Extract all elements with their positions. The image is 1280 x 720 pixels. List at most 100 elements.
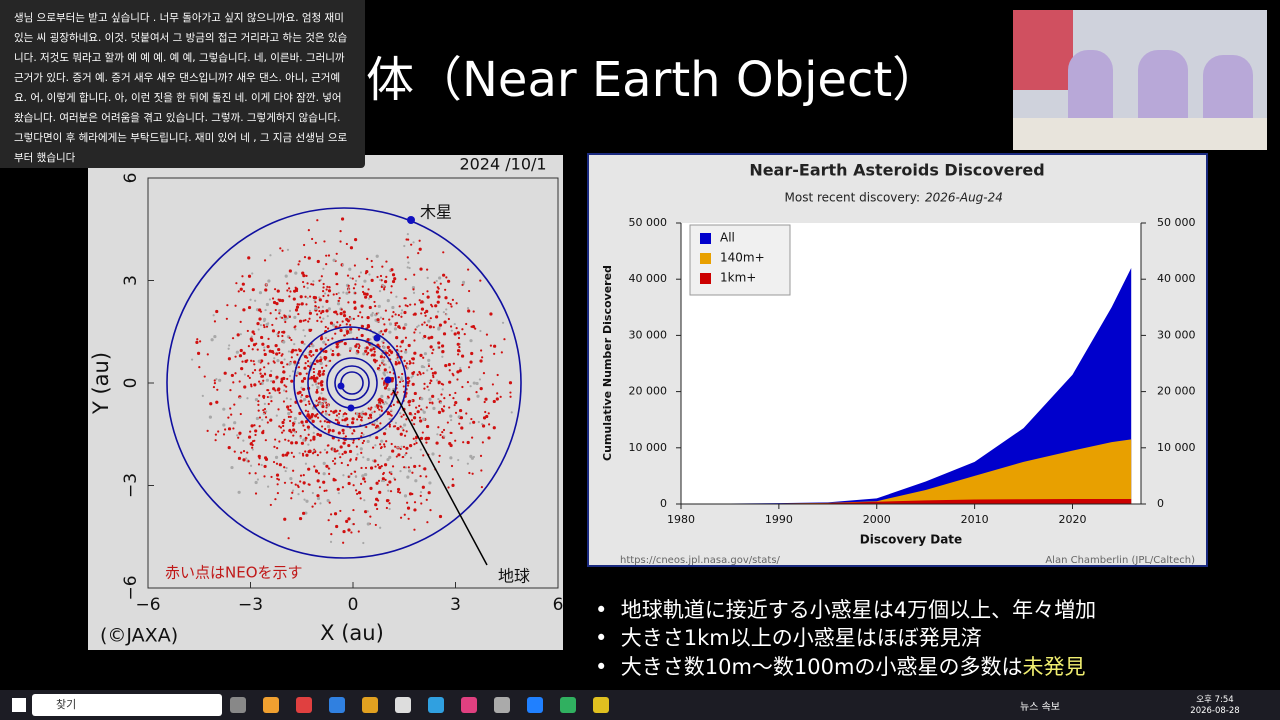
neo-dot xyxy=(353,264,357,267)
neo-dot xyxy=(320,275,323,278)
neo-dot xyxy=(265,322,269,327)
neo-dot xyxy=(436,433,439,436)
app-icon[interactable] xyxy=(560,697,576,713)
area xyxy=(681,439,1132,504)
neo-dot xyxy=(352,522,355,526)
app-icon[interactable] xyxy=(395,697,411,713)
neo-dot xyxy=(347,443,351,448)
neo-dot xyxy=(286,405,290,409)
neo-dot xyxy=(266,421,269,424)
app-icon[interactable] xyxy=(527,697,543,713)
neo-dot xyxy=(304,436,307,439)
clock-time[interactable]: 오후 7:54 xyxy=(1196,695,1234,705)
neo-dot xyxy=(466,440,470,445)
neo-dot xyxy=(432,375,435,379)
neo-dot xyxy=(418,299,421,302)
neo-dot xyxy=(296,303,299,306)
neo-dot xyxy=(380,406,383,409)
neo-dot xyxy=(449,414,453,418)
neo-dot xyxy=(470,436,474,439)
neo-dot xyxy=(479,454,483,457)
neo-dot xyxy=(313,379,317,383)
neo-dot xyxy=(243,373,246,376)
neo-dot xyxy=(457,336,461,340)
neo-dot xyxy=(359,497,362,500)
app-icon[interactable] xyxy=(329,697,345,713)
neo-dot xyxy=(441,388,444,391)
neo-dot xyxy=(392,403,395,407)
neo-dot xyxy=(260,335,264,340)
neo-dot xyxy=(431,305,434,308)
neo-dot xyxy=(292,428,296,432)
app-icon[interactable] xyxy=(296,697,312,713)
neo-dot xyxy=(303,285,306,288)
neo-dot xyxy=(427,491,431,495)
neo-dot xyxy=(336,321,339,324)
neo-dot xyxy=(424,314,427,317)
start-button[interactable] xyxy=(12,698,26,712)
neo-dot xyxy=(423,321,426,324)
search-box[interactable]: 찾기 xyxy=(32,694,222,716)
neo-dot xyxy=(339,229,342,233)
app-icon[interactable] xyxy=(461,697,477,713)
neo-dot xyxy=(293,289,297,293)
neo-dot xyxy=(335,342,339,346)
neo-dot xyxy=(248,376,251,379)
neo-dot xyxy=(403,466,406,469)
neo-dot xyxy=(318,279,321,282)
neo-dot xyxy=(339,445,343,449)
neo-dot xyxy=(364,349,368,353)
neo-dot xyxy=(288,295,291,298)
neo-dot xyxy=(317,382,320,385)
app-icon[interactable] xyxy=(362,697,378,713)
neo-dot xyxy=(429,509,432,512)
neo-dot xyxy=(437,341,441,345)
neo-dot xyxy=(253,363,256,366)
app-icon[interactable] xyxy=(263,697,279,713)
neo-dot xyxy=(311,344,315,348)
neo-dot xyxy=(290,451,293,454)
neo-dot xyxy=(284,320,287,324)
neo-dot xyxy=(451,483,455,487)
neo-dot xyxy=(479,329,482,333)
app-icon[interactable] xyxy=(494,697,510,713)
neo-dot xyxy=(417,252,420,255)
neo-dot xyxy=(342,442,345,445)
neo-dot xyxy=(302,438,306,442)
neo-dot xyxy=(260,463,263,467)
neo-dot xyxy=(303,334,307,338)
neo-dot xyxy=(301,452,305,456)
neo-dot xyxy=(258,380,261,383)
neo-dot xyxy=(308,402,311,405)
neo-dot xyxy=(307,410,310,413)
neo-dot xyxy=(396,446,399,449)
neo-dot xyxy=(452,397,455,400)
neo-dot xyxy=(378,466,382,470)
app-icon[interactable] xyxy=(593,697,609,713)
neo-dot xyxy=(379,526,382,529)
neo-dot xyxy=(477,420,480,424)
y-tick-label: 20 000 xyxy=(629,385,668,398)
app-icon[interactable] xyxy=(230,697,246,713)
clock-date[interactable]: 2026-08-28 xyxy=(1190,706,1240,716)
neo-dot xyxy=(407,466,410,469)
neo-dot xyxy=(277,408,280,411)
neo-dot xyxy=(437,410,442,415)
neo-dot xyxy=(404,364,407,368)
neo-dot xyxy=(368,305,372,310)
neo-dot xyxy=(337,439,340,442)
neo-dot xyxy=(248,435,252,439)
neo-dot xyxy=(408,492,413,496)
neo-dot xyxy=(338,452,341,455)
neo-dot xyxy=(399,412,402,415)
neo-dot xyxy=(455,327,458,330)
neo-dot xyxy=(286,317,289,320)
neo-dot xyxy=(269,254,272,257)
neo-dot xyxy=(362,439,366,443)
neo-dot xyxy=(304,362,307,365)
news-widget[interactable]: 뉴스 속보 xyxy=(1020,702,1060,713)
neo-dot xyxy=(383,288,386,291)
app-icon[interactable] xyxy=(428,697,444,713)
neo-dot xyxy=(297,485,300,489)
neo-dot xyxy=(362,352,366,356)
